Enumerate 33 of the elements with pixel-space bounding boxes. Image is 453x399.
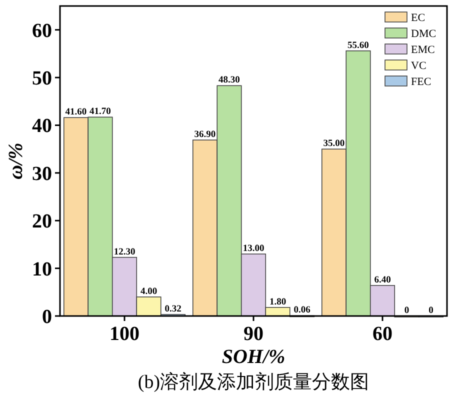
data-label: 0	[428, 306, 434, 316]
y-tick-label: 30	[32, 162, 52, 185]
text: (b)溶剂及添加剂质量分数图	[138, 371, 370, 393]
data-label: 0.06	[294, 306, 311, 316]
legend-label: FEC	[411, 76, 432, 88]
data-label: 41.60	[65, 108, 87, 118]
data-label: 13.00	[242, 244, 264, 254]
data-label: 4.00	[140, 286, 158, 297]
data-label: 48.30	[218, 76, 240, 86]
legend-label: VC	[411, 60, 426, 72]
y-tick-label: 0	[42, 306, 52, 328]
y-axis-title: ω/%	[5, 142, 27, 180]
y-tick-label: 10	[32, 258, 52, 280]
x-tick-label: 100	[110, 323, 140, 345]
data-label: 55.60	[348, 40, 370, 51]
x-axis-title: SOH/%	[222, 346, 286, 368]
legend-label: DMC	[411, 28, 436, 40]
data-label: 41.70	[90, 107, 112, 118]
x-tick-label: 90	[244, 323, 264, 345]
data-label: 0.32	[164, 304, 182, 314]
data-label: 35.00	[323, 139, 345, 150]
legend-label: EC	[411, 12, 426, 24]
data-label: 0	[404, 306, 410, 316]
data-label: 12.30	[114, 247, 136, 258]
y-tick-label: 50	[32, 68, 52, 90]
data-label: 1.80	[269, 297, 286, 308]
legend-label: EMC	[411, 44, 435, 56]
data-label: 36.90	[194, 130, 216, 140]
y-tick-label: 20	[32, 210, 52, 233]
data-label: 6.40	[374, 275, 392, 286]
x-tick-label: 60	[372, 323, 392, 345]
y-tick-label: 40	[32, 115, 52, 138]
y-tick-label: 60	[32, 20, 52, 42]
